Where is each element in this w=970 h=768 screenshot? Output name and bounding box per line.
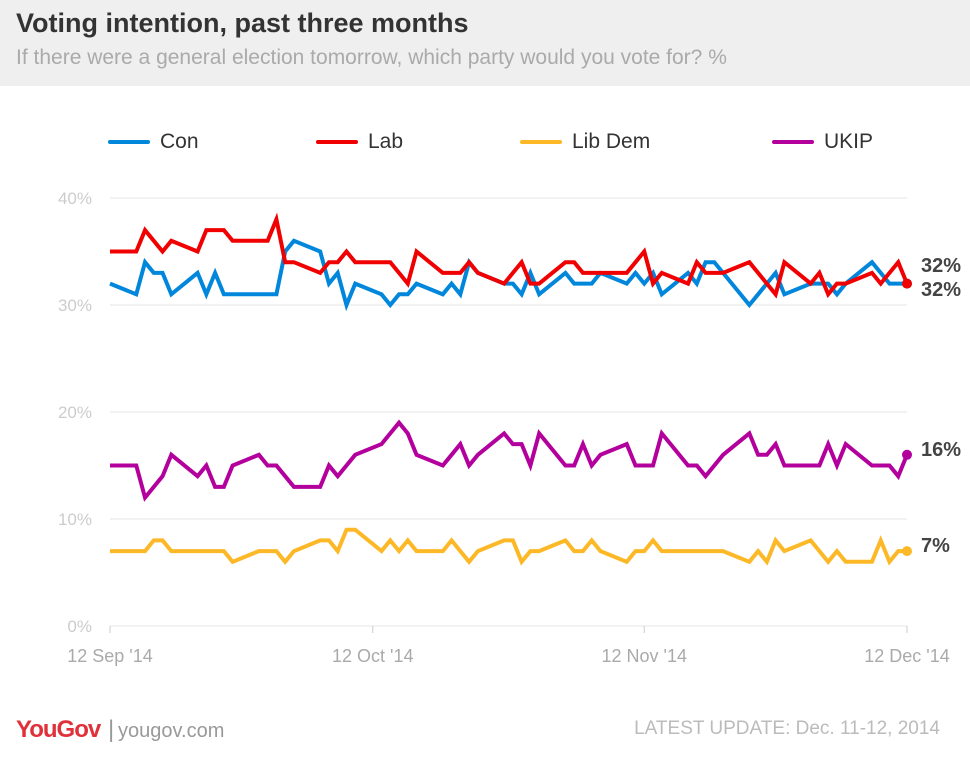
x-tick-label: 12 Sep '14 (67, 646, 153, 666)
header: Voting intention, past three months If t… (0, 0, 970, 86)
x-tick-label: 12 Dec '14 (864, 646, 950, 666)
legend-label: Con (160, 130, 199, 153)
y-tick-label: 20% (58, 403, 92, 422)
end-marker (902, 546, 912, 557)
legend-label: UKIP (824, 130, 874, 153)
legend-label: Lib Dem (572, 130, 651, 153)
chart-title: Voting intention, past three months (16, 8, 469, 38)
x-tick-label: 12 Nov '14 (602, 646, 688, 666)
end-value-label: 32% (921, 279, 961, 301)
end-value-label: 32% (921, 255, 961, 277)
legend-label: Lab (368, 130, 404, 153)
legend-swatch-ukip (772, 140, 814, 144)
footer-site-link[interactable]: yougov.com (118, 720, 225, 742)
legend-item-libdem: Lib Dem (520, 130, 650, 154)
footer-separator: | (108, 716, 115, 743)
yougov-logo: YouGov (16, 716, 101, 743)
series-line-lab (110, 212, 909, 299)
end-value-label: 16% (921, 439, 961, 461)
series-line-con (109, 238, 907, 312)
series-line-libdem (110, 527, 907, 566)
y-tick-label: 30% (58, 296, 92, 315)
y-tick-label: 0% (67, 617, 92, 636)
legend-item-ukip: UKIP (772, 130, 873, 154)
legend-item-con: Con (108, 130, 199, 154)
chart-subtitle: If there were a general election tomorro… (16, 46, 727, 69)
end-value-label: 7% (921, 535, 950, 557)
end-marker (902, 278, 912, 289)
y-tick-label: 10% (58, 510, 92, 529)
latest-update: LATEST UPDATE: Dec. 11-12, 2014 (634, 718, 940, 739)
x-tick-label: 12 Oct '14 (332, 646, 413, 666)
legend-swatch-con (108, 140, 150, 144)
legend-swatch-libdem (520, 140, 562, 144)
y-tick-label: 40% (58, 189, 92, 208)
legend-item-lab: Lab (316, 130, 403, 154)
series-line-ukip (110, 419, 909, 502)
end-marker (902, 449, 912, 460)
legend-swatch-lab (316, 140, 358, 144)
